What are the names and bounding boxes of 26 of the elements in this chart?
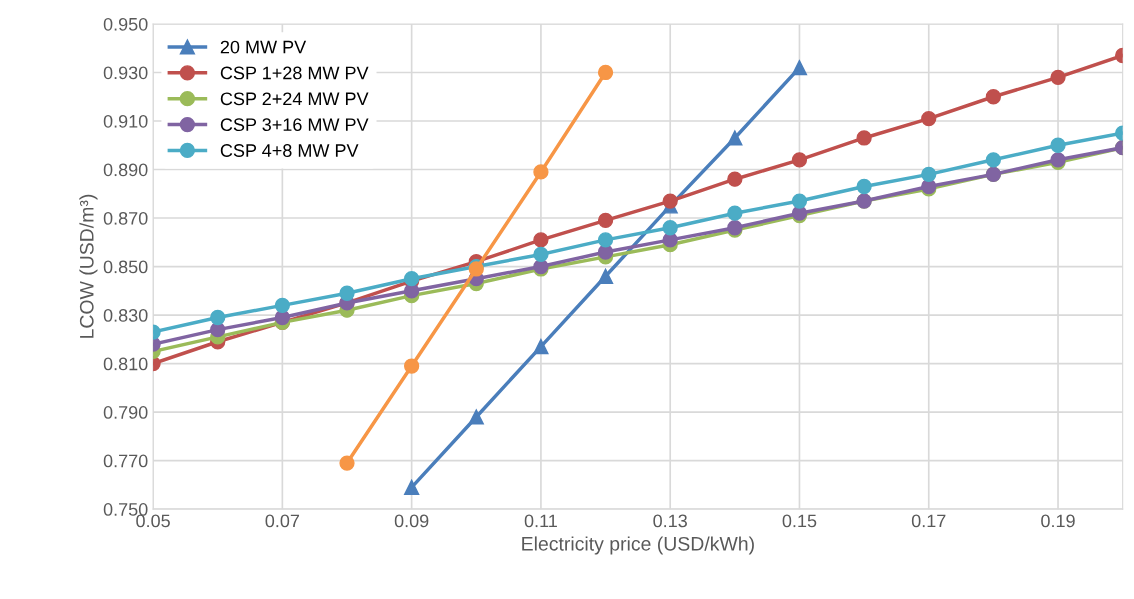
x-tick-label: 0.11 [524, 514, 557, 528]
y-tick-label: 0.770 [103, 454, 148, 468]
x-tick-label: 0.07 [265, 514, 300, 528]
legend-label: CSP 3+16 MW PV [220, 118, 369, 132]
x-axis-title: Electricity price (USD/kWh) [522, 536, 754, 555]
y-axis-title: LCOW (USD/m³) [79, 194, 98, 338]
x-tick-label: 0.19 [1041, 514, 1075, 528]
legend-label: CSP 1+28 MW PV [220, 66, 369, 80]
x-tick-label: 0.09 [394, 514, 429, 528]
legend-label: CSP 4+8 MW PV [220, 144, 359, 157]
y-tick-label: 0.750 [103, 503, 148, 516]
y-tick-label: 0.850 [103, 260, 148, 274]
legend-label: 20 MW PV [220, 40, 307, 54]
y-tick-label: 0.890 [103, 163, 148, 177]
x-tick-label: 0.13 [653, 514, 687, 528]
y-tick-label: 0.910 [103, 114, 148, 128]
legend-label: CSP 2+24 MW PV [220, 92, 369, 106]
x-tick-label: 0.15 [782, 514, 817, 528]
y-tick-label: 0.830 [103, 309, 148, 322]
x-tick-label: 0.17 [911, 514, 946, 528]
x-tick-label: 0.05 [136, 514, 170, 528]
y-tick-label: 0.810 [103, 357, 148, 371]
y-tick-label: 0.930 [103, 66, 148, 80]
y-tick-label: 0.790 [103, 406, 148, 419]
y-tick-label: 0.950 [103, 17, 148, 31]
y-tick-label: 0.870 [103, 211, 148, 225]
